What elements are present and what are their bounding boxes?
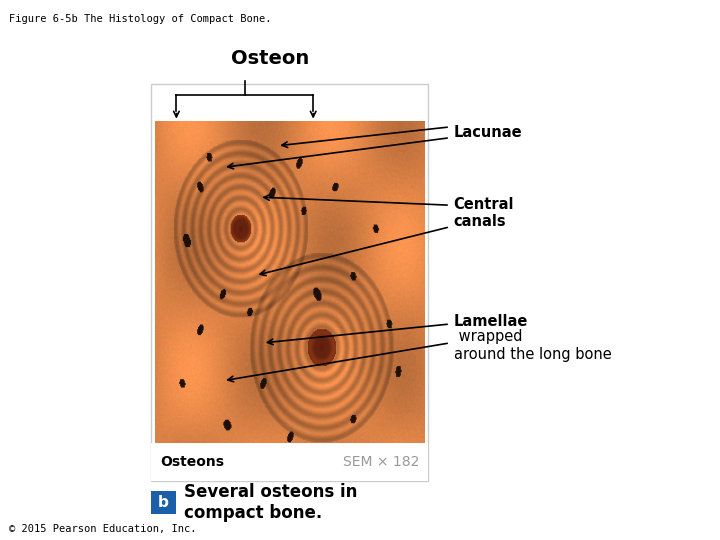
FancyBboxPatch shape xyxy=(151,84,428,481)
Text: Lamellae: Lamellae xyxy=(454,314,528,329)
Text: wrapped
around the long bone: wrapped around the long bone xyxy=(454,329,611,362)
Text: SEM × 182: SEM × 182 xyxy=(343,455,419,469)
Text: Osteons: Osteons xyxy=(161,455,225,469)
Text: Figure 6-5b The Histology of Compact Bone.: Figure 6-5b The Histology of Compact Bon… xyxy=(9,14,271,24)
Text: Osteon: Osteon xyxy=(231,49,309,68)
Text: Several osteons in
compact bone.: Several osteons in compact bone. xyxy=(184,483,358,522)
Text: Lacunae: Lacunae xyxy=(454,125,522,140)
Text: © 2015 Pearson Education, Inc.: © 2015 Pearson Education, Inc. xyxy=(9,523,196,534)
Text: b: b xyxy=(158,495,169,510)
Text: Central
canals: Central canals xyxy=(454,197,514,230)
Bar xyxy=(151,491,176,514)
Bar xyxy=(151,443,428,481)
